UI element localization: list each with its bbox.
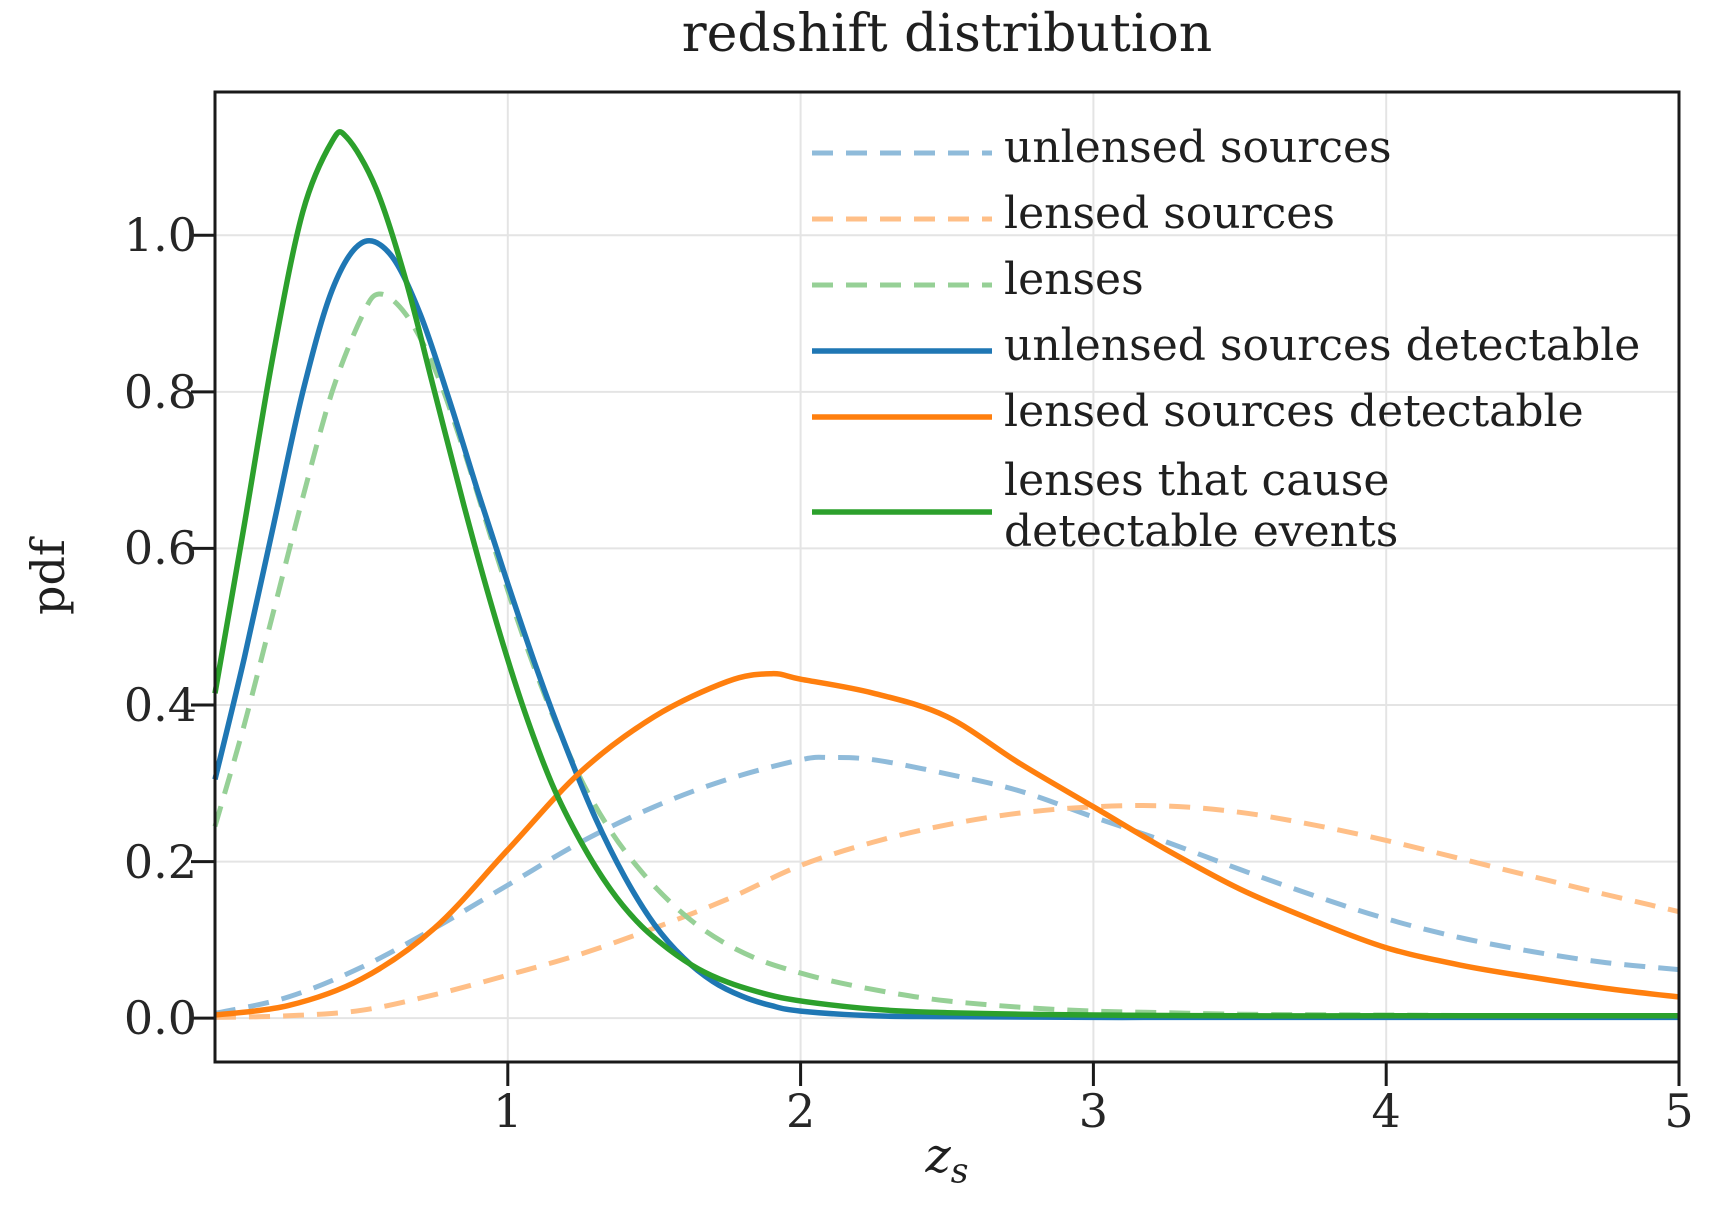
legend-line-sample <box>812 143 992 156</box>
curve-unlensed-sources <box>214 754 1680 1016</box>
solid-line-icon <box>812 509 992 515</box>
y-tick-label: 0.8 <box>123 364 197 419</box>
legend-item-label: lenses <box>1004 253 1144 305</box>
curve-lensed-sources <box>214 803 1680 1020</box>
legend-line-sample <box>812 275 992 288</box>
legend-line-sample <box>812 209 992 222</box>
dashed-line-icon <box>812 216 992 222</box>
tick-marks <box>191 233 1681 1086</box>
legend-line-sample <box>812 341 992 354</box>
solid-line-icon <box>812 348 992 354</box>
legend-item-label: lensed sources <box>1004 187 1335 239</box>
dashed-line-icon <box>812 282 992 288</box>
legend-item-label: unlensed sources detectable <box>1004 319 1641 371</box>
x-tick-label: 4 <box>1371 1084 1401 1138</box>
y-axis-label: pdf <box>21 539 75 615</box>
x-axis-label: zs <box>215 1128 1679 1189</box>
legend-item-label: lenses that cause detectable events <box>1004 455 1399 557</box>
legend-item: lensed sources <box>812 181 1640 247</box>
curve-lenses-that-cause-detectable-events <box>212 129 1679 1019</box>
legend-item: unlensed sources detectable <box>812 313 1640 379</box>
curve-lensed-sources-detectable <box>214 670 1680 1018</box>
x-tick-label: 3 <box>1078 1084 1109 1138</box>
legend-item: lenses that cause detectable events <box>812 445 1640 569</box>
legend-item-label: lensed sources detectable <box>1004 385 1584 437</box>
curves <box>212 129 1680 1021</box>
x-axis-label-subscript: s <box>950 1151 969 1192</box>
legend-item: unlensed sources <box>812 115 1640 181</box>
x-axis-label-main: z <box>925 1128 951 1184</box>
dashed-line-icon <box>812 150 992 156</box>
curve-lenses <box>212 291 1680 1019</box>
y-tick-label: 1.0 <box>123 208 197 263</box>
y-tick-label: 0.4 <box>123 678 197 732</box>
x-tick-label: 5 <box>1664 1084 1694 1138</box>
legend: unlensed sources lensed sources lenses unle… <box>812 115 1640 569</box>
legend-item: lensed sources detectable <box>812 379 1640 445</box>
axes-spines <box>213 90 1681 1064</box>
y-tick-label: 0.0 <box>123 991 197 1046</box>
solid-line-icon <box>812 414 992 420</box>
legend-item-label: unlensed sources <box>1004 121 1392 173</box>
legend-item: lenses <box>812 247 1640 313</box>
y-tick-label: 0.2 <box>123 834 197 889</box>
x-tick-label: 2 <box>785 1084 816 1138</box>
x-tick-label: 1 <box>493 1084 523 1138</box>
legend-line-sample <box>812 502 992 515</box>
chart-title: redshift distribution <box>681 4 1213 64</box>
legend-line-sample <box>812 407 992 420</box>
y-tick-label: 0.6 <box>123 521 197 576</box>
